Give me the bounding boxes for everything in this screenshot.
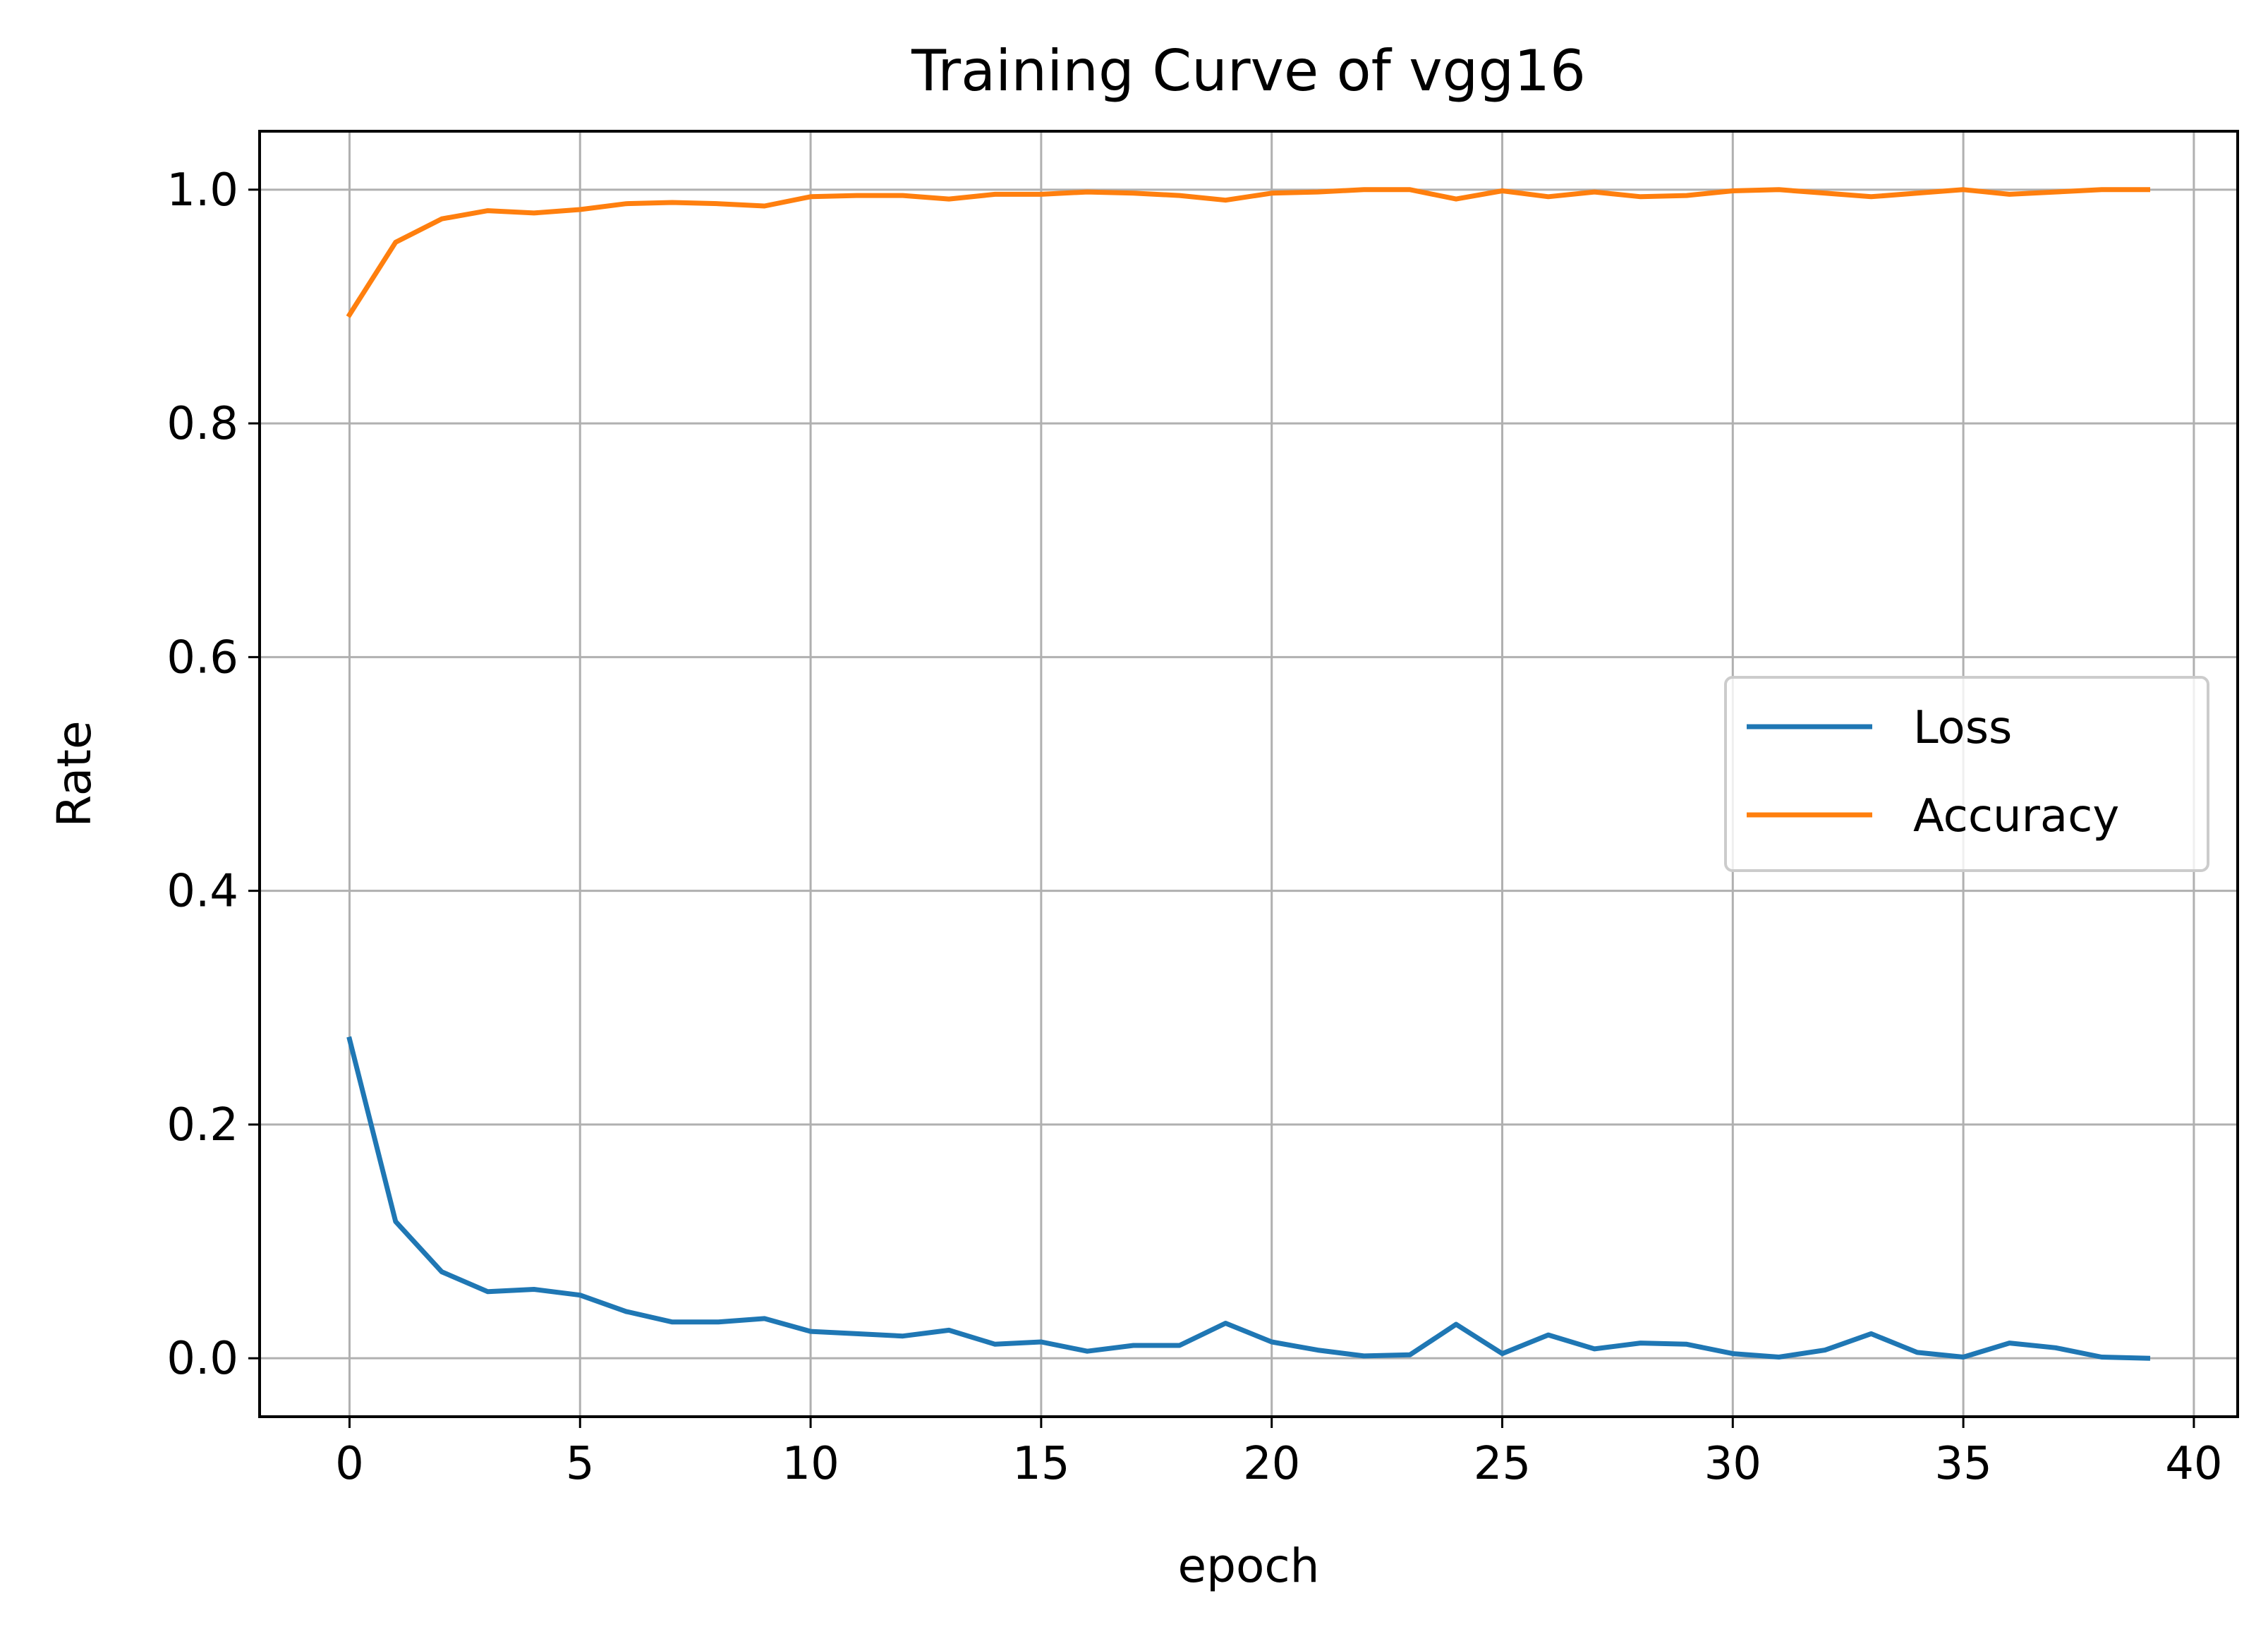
series-line-accuracy <box>346 187 2150 318</box>
y-tick-label: 1.0 <box>166 164 238 217</box>
x-tick-label: 20 <box>1243 1438 1300 1490</box>
x-tick-label: 40 <box>2165 1438 2222 1490</box>
ticks: 0 5 10 15 20 25 30 35 40 0.0 0.2 0.4 0.6 0.8 1.0 <box>166 164 2222 1490</box>
x-tick-label: 0 <box>335 1438 364 1490</box>
x-axis-title: epoch <box>1178 1539 1320 1593</box>
chart-title: Training Curve of vgg16 <box>911 38 1586 104</box>
y-tick-label: 0.0 <box>166 1333 238 1385</box>
plot-frame <box>258 130 2239 1418</box>
series-line-loss <box>346 1036 2151 1361</box>
y-tick-label: 0.6 <box>166 631 238 684</box>
y-tick-label: 0.8 <box>166 398 238 450</box>
x-tick-label: 30 <box>1704 1438 1761 1490</box>
y-tick-label: 0.2 <box>166 1099 238 1151</box>
legend: Loss Accuracy <box>1724 676 2209 872</box>
x-tick-label: 5 <box>566 1438 595 1490</box>
x-tick-label: 15 <box>1012 1438 1069 1490</box>
grid <box>260 131 2238 1417</box>
x-tick-label: 25 <box>1474 1438 1531 1490</box>
legend-label-loss: Loss <box>1913 702 2012 754</box>
y-tick-label: 0.4 <box>166 866 238 918</box>
x-tick-label: 35 <box>1934 1438 1991 1490</box>
series-lines <box>346 187 2151 1361</box>
legend-label-accuracy: Accuracy <box>1913 790 2119 842</box>
y-axis-title: Rate <box>47 720 102 827</box>
x-tick-label: 10 <box>782 1438 839 1490</box>
